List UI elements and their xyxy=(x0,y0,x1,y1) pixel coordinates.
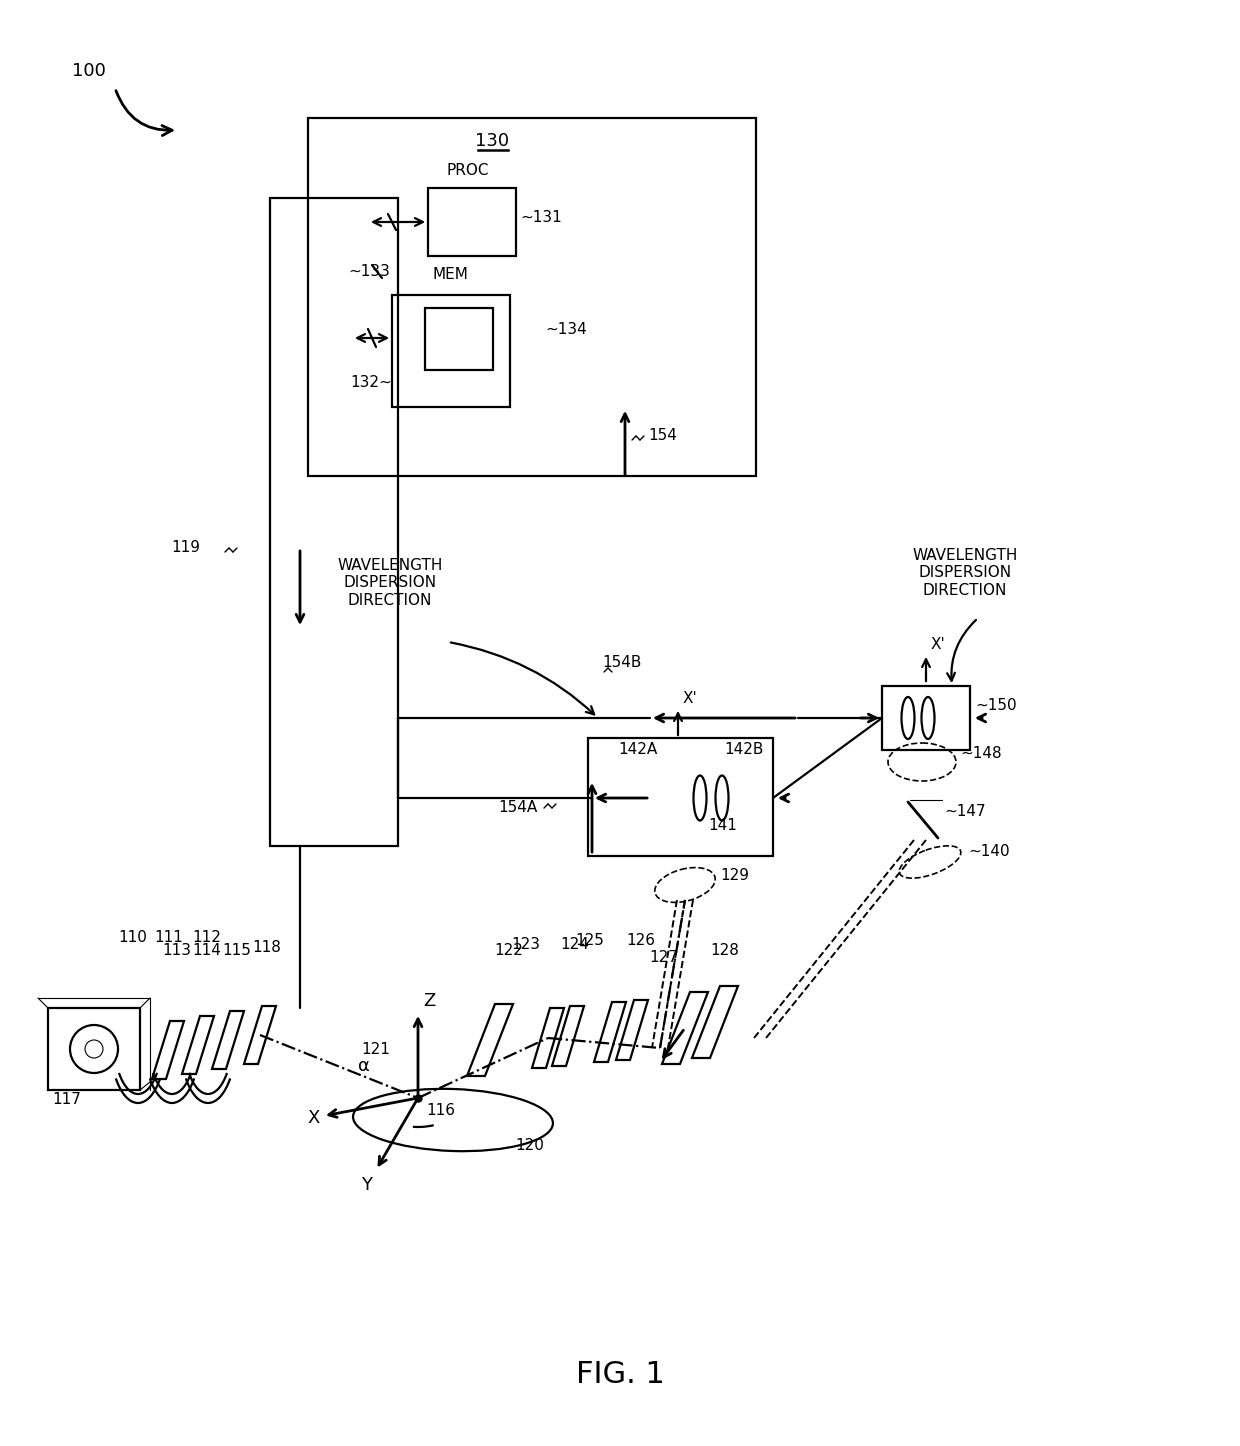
Text: 122: 122 xyxy=(494,943,523,959)
Bar xyxy=(425,308,494,370)
Text: 154: 154 xyxy=(649,428,677,442)
Text: 100: 100 xyxy=(72,62,105,80)
Text: 119: 119 xyxy=(171,541,200,555)
Bar xyxy=(48,1008,140,1090)
Text: ~133: ~133 xyxy=(348,265,389,279)
Text: 128: 128 xyxy=(711,943,739,959)
Text: 118: 118 xyxy=(252,940,281,954)
Text: 112: 112 xyxy=(192,930,221,946)
Text: 141: 141 xyxy=(708,818,737,833)
Text: X': X' xyxy=(931,638,946,652)
Text: ~150: ~150 xyxy=(975,698,1017,713)
Bar xyxy=(392,295,510,406)
Text: 127: 127 xyxy=(649,950,678,964)
Text: ~131: ~131 xyxy=(520,211,562,226)
Text: 110: 110 xyxy=(118,930,146,946)
Text: 113: 113 xyxy=(162,943,191,959)
Text: 114: 114 xyxy=(192,943,221,959)
Text: 117: 117 xyxy=(52,1092,81,1108)
Text: 154A: 154A xyxy=(498,801,538,816)
Text: 154B: 154B xyxy=(601,655,641,669)
Text: 120: 120 xyxy=(516,1138,544,1152)
Text: 132~: 132~ xyxy=(350,375,392,390)
Text: Z: Z xyxy=(423,992,435,1009)
Bar xyxy=(308,119,756,476)
Text: ~140: ~140 xyxy=(968,844,1009,859)
Text: 129: 129 xyxy=(720,868,749,882)
Text: WAVELENGTH
DISPERSION
DIRECTION: WAVELENGTH DISPERSION DIRECTION xyxy=(337,558,443,607)
Text: ~148: ~148 xyxy=(960,746,1002,762)
Text: Y: Y xyxy=(361,1176,372,1194)
Text: 121: 121 xyxy=(361,1043,391,1057)
Text: 125: 125 xyxy=(575,933,604,949)
Text: X': X' xyxy=(683,691,698,706)
Text: 124: 124 xyxy=(560,937,589,951)
Text: 142B: 142B xyxy=(724,742,764,758)
Text: 142A: 142A xyxy=(618,742,657,758)
Text: FIG. 1: FIG. 1 xyxy=(575,1361,665,1390)
Text: WAVELENGTH
DISPERSION
DIRECTION: WAVELENGTH DISPERSION DIRECTION xyxy=(913,548,1018,597)
Text: ~134: ~134 xyxy=(546,322,587,337)
Text: 115: 115 xyxy=(222,943,250,959)
Text: 126: 126 xyxy=(626,933,655,949)
Bar xyxy=(270,198,398,846)
Text: PROC: PROC xyxy=(446,163,490,178)
Bar xyxy=(428,188,516,256)
Bar xyxy=(882,685,970,750)
Text: α: α xyxy=(358,1057,370,1074)
Text: MEM: MEM xyxy=(432,268,467,282)
Text: 130: 130 xyxy=(475,132,510,150)
Text: ~147: ~147 xyxy=(944,804,986,820)
Text: 111: 111 xyxy=(154,930,182,946)
Text: 116: 116 xyxy=(427,1103,455,1118)
Text: 123: 123 xyxy=(511,937,539,951)
Text: X: X xyxy=(308,1109,320,1126)
Bar xyxy=(588,737,773,856)
